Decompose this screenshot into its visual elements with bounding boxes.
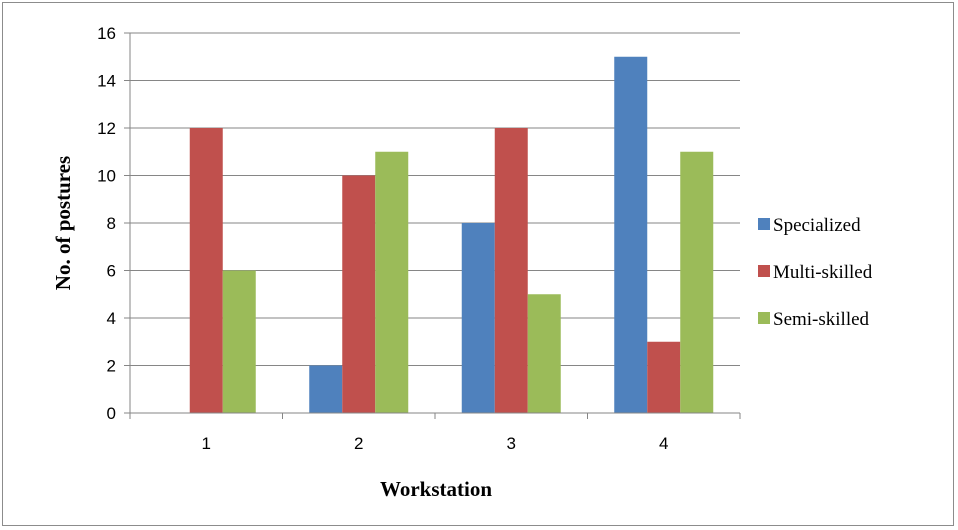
bar-specialized-ws3 [461,223,495,413]
x-tick-label: 1 [202,434,211,453]
bar-semi-skilled-ws1 [222,270,256,413]
y-tick-label: 4 [107,309,116,328]
y-tick-label: 10 [97,167,116,186]
y-tick-label: 8 [107,214,116,233]
y-tick-label: 0 [107,404,116,423]
x-tick-label: 2 [354,434,363,453]
axes [129,33,740,414]
y-tick-label: 14 [97,72,116,91]
y-tick-label: 16 [97,24,116,43]
bar-multi-skilled-ws1 [189,128,223,413]
bar-semi-skilled-ws3 [527,294,561,413]
bar-semi-skilled-ws2 [375,151,409,413]
y-tick-label: 12 [97,119,116,138]
bar-specialized-ws4 [614,56,648,413]
x-tick-label: 3 [507,434,516,453]
y-tick-label: 6 [107,262,116,281]
legend-swatch [758,265,770,277]
x-tick-label: 4 [659,434,668,453]
legend: Specialized Multi-skilled Semi-skilled [758,215,873,330]
bars [189,56,714,413]
legend-swatch [758,312,770,324]
x-axis-title: Workstation [380,477,492,501]
bar-multi-skilled-ws4 [647,341,681,413]
bar-multi-skilled-ws3 [494,128,528,413]
bar-specialized-ws2 [309,365,343,413]
y-tick-label: 2 [107,357,116,376]
y-axis-title: No. of postures [51,156,75,290]
legend-swatch [758,218,770,230]
bar-semi-skilled-ws4 [680,151,714,413]
legend-label: Semi-skilled [773,309,870,330]
legend-label: Specialized [773,215,861,236]
legend-label: Multi-skilled [773,262,873,283]
bar-multi-skilled-ws2 [342,175,376,413]
